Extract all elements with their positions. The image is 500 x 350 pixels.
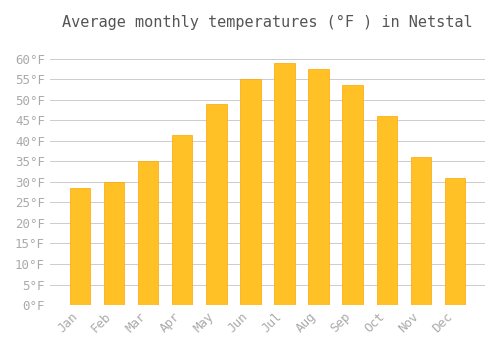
Bar <box>70 188 90 305</box>
Bar <box>274 63 294 305</box>
Bar <box>410 157 431 305</box>
Bar <box>308 69 329 305</box>
Title: Average monthly temperatures (°F ) in Netstal: Average monthly temperatures (°F ) in Ne… <box>62 15 472 30</box>
Bar <box>206 104 227 305</box>
Bar <box>138 161 158 305</box>
Bar <box>376 116 397 305</box>
Bar <box>172 135 193 305</box>
Bar <box>240 79 260 305</box>
Bar <box>445 178 465 305</box>
Bar <box>104 182 124 305</box>
Bar <box>342 85 363 305</box>
